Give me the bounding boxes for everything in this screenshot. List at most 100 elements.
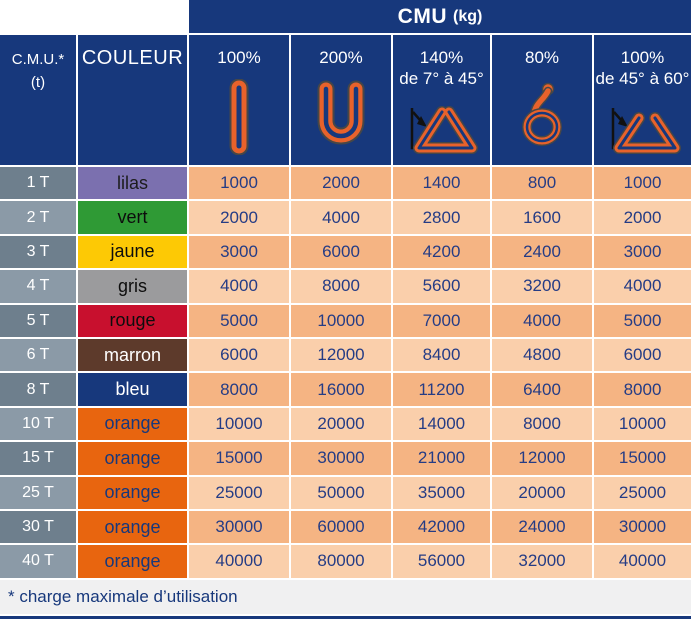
value-cell: 12000: [492, 442, 592, 475]
value-cell: 2000: [291, 167, 391, 200]
couleur-cell: gris: [78, 270, 187, 303]
value-cell: 5000: [189, 304, 289, 337]
vertical-sling-icon: [216, 68, 262, 165]
col-label-100b-pct: 100%: [620, 48, 665, 67]
col-header-200: 200%: [291, 35, 391, 165]
value-cell: 50000: [291, 476, 391, 509]
cmu-t-line2: (t): [30, 73, 46, 91]
value-cell: 15000: [594, 442, 691, 475]
col-header-100-45-60: 100% de 45° à 60°: [594, 35, 691, 165]
col-label-80: 80%: [524, 48, 560, 67]
col-label-100: 100%: [217, 48, 261, 67]
couleur-cell: bleu: [78, 373, 187, 406]
col-header-140: 140% de 7° à 45°: [393, 35, 490, 165]
value-cell: 15000: [189, 442, 289, 475]
couleur-cell: lilas: [78, 167, 187, 200]
capacity-cell: 4 T: [0, 270, 76, 303]
value-cell: 14000: [393, 407, 490, 441]
value-cell: 7000: [393, 304, 490, 337]
value-cell: 4000: [492, 304, 592, 337]
value-cell: 6400: [492, 373, 592, 406]
value-cell: 21000: [393, 442, 490, 475]
value-cell: 60000: [291, 510, 391, 544]
col-header-100: 100%: [189, 35, 289, 165]
value-cell: 32000: [492, 545, 592, 578]
value-cell: 6000: [189, 338, 289, 372]
couleur-header: COULEUR: [78, 35, 187, 165]
value-cell: 24000: [492, 510, 592, 544]
value-cell: 11200: [393, 373, 490, 406]
col-label-200: 200%: [319, 48, 363, 67]
value-cell: 40000: [594, 545, 691, 578]
value-cell: 25000: [189, 476, 289, 509]
couleur-cell: orange: [78, 510, 187, 544]
couleur-cell: orange: [78, 442, 187, 475]
value-cell: 1600: [492, 201, 592, 234]
capacity-cell: 40 T: [0, 545, 76, 578]
value-cell: 800: [492, 167, 592, 200]
capacity-cell: 30 T: [0, 510, 76, 544]
value-cell: 2000: [594, 201, 691, 234]
value-cell: 2000: [189, 201, 289, 234]
value-cell: 8000: [291, 270, 391, 303]
value-cell: 5000: [594, 304, 691, 337]
value-cell: 42000: [393, 510, 490, 544]
capacity-cell: 1 T: [0, 167, 76, 200]
value-cell: 4000: [291, 201, 391, 234]
value-cell: 30000: [291, 442, 391, 475]
value-cell: 80000: [291, 545, 391, 578]
value-cell: 20000: [492, 476, 592, 509]
capacity-cell: 15 T: [0, 442, 76, 475]
value-cell: 4000: [189, 270, 289, 303]
value-cell: 6000: [594, 338, 691, 372]
couleur-cell: orange: [78, 545, 187, 578]
capacity-cell: 25 T: [0, 476, 76, 509]
couleur-cell: orange: [78, 476, 187, 509]
value-cell: 56000: [393, 545, 490, 578]
angle-sling-45-60-icon: [605, 90, 681, 166]
couleur-cell: orange: [78, 407, 187, 441]
value-cell: 6000: [291, 235, 391, 269]
value-cell: 25000: [594, 476, 691, 509]
value-cell: 4200: [393, 235, 490, 269]
value-cell: 8400: [393, 338, 490, 372]
capacity-cell: 6 T: [0, 338, 76, 372]
value-cell: 1000: [189, 167, 289, 200]
value-cell: 35000: [393, 476, 490, 509]
value-cell: 10000: [291, 304, 391, 337]
couleur-cell: jaune: [78, 235, 187, 269]
value-cell: 10000: [189, 407, 289, 441]
value-cell: 20000: [291, 407, 391, 441]
col-label-140-pct: 140%: [419, 48, 464, 67]
couleur-cell: rouge: [78, 304, 187, 337]
col-label-100-45-60: 100% de 45° à 60°: [596, 47, 690, 90]
footnote-text: * charge maximale d’utilisation: [8, 586, 238, 606]
capacity-cell: 3 T: [0, 235, 76, 269]
col-label-140: 140% de 7° à 45°: [399, 47, 484, 90]
value-cell: 4000: [594, 270, 691, 303]
value-cell: 30000: [189, 510, 289, 544]
cmu-t-header: C.M.U.* (t): [0, 35, 76, 165]
value-cell: 40000: [189, 545, 289, 578]
value-cell: 8000: [189, 373, 289, 406]
value-cell: 3000: [594, 235, 691, 269]
value-cell: 8000: [492, 407, 592, 441]
capacity-cell: 8 T: [0, 373, 76, 406]
col-label-100b-angle: de 45° à 60°: [595, 69, 690, 89]
value-cell: 16000: [291, 373, 391, 406]
angle-sling-7-45-icon: [404, 90, 480, 166]
value-cell: 8000: [594, 373, 691, 406]
cmu-unit: (kg): [453, 7, 483, 25]
couleur-cell: marron: [78, 338, 187, 372]
value-cell: 10000: [594, 407, 691, 441]
capacity-cell: 10 T: [0, 407, 76, 441]
capacity-cell: 2 T: [0, 201, 76, 234]
cmu-t-line1: C.M.U.*: [11, 51, 65, 68]
value-cell: 12000: [291, 338, 391, 372]
value-cell: 4800: [492, 338, 592, 372]
col-label-140-angle: de 7° à 45°: [399, 69, 484, 89]
value-cell: 2400: [492, 235, 592, 269]
value-cell: 30000: [594, 510, 691, 544]
choker-sling-icon: [511, 68, 573, 165]
